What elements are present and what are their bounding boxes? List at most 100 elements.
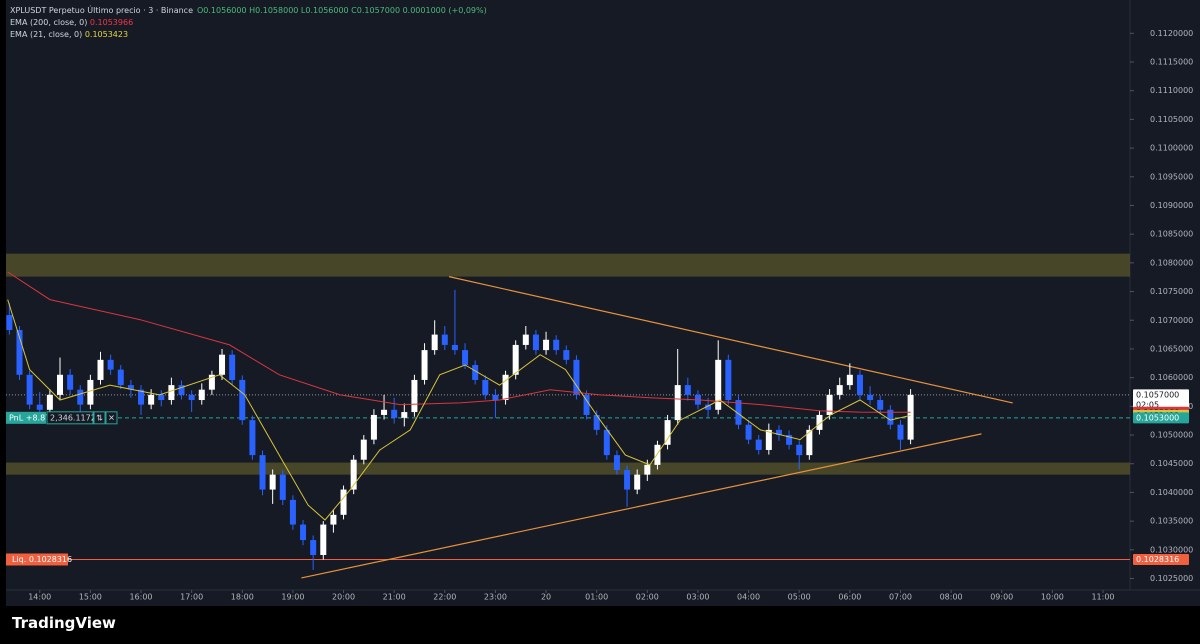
candle-body	[148, 394, 155, 405]
candle-body	[472, 365, 479, 380]
candle-body	[563, 350, 570, 360]
candle-body	[229, 354, 236, 380]
candle-body	[77, 389, 84, 405]
liquidation-tag-bg	[1133, 553, 1189, 565]
position-button[interactable]: ✕	[108, 413, 115, 422]
candle-body	[57, 374, 64, 395]
candle-body	[441, 334, 448, 345]
candle-body	[219, 354, 226, 375]
candle-body	[522, 334, 529, 345]
legend-row: EMA (200, close, 0) 0.1053966	[10, 17, 487, 29]
candle-body	[158, 394, 165, 401]
legend-row: XPLUSDT Perpetuo Último precio · 3 · Bin…	[10, 5, 487, 17]
y-tick-label: 0.1050000	[1150, 431, 1193, 440]
candle-body	[705, 404, 712, 410]
trendline	[301, 433, 982, 579]
candle-body	[360, 439, 367, 460]
candle-body	[6, 315, 13, 331]
candle-body	[613, 455, 620, 471]
pnl-bg	[6, 411, 46, 424]
candle-body	[624, 470, 631, 490]
candle-body	[765, 429, 772, 450]
candle-body	[178, 385, 185, 395]
legend-value: 0.1053423	[84, 30, 129, 39]
position-tag: 0.1053000	[1136, 413, 1179, 422]
layer: 0.1025000 0.1030000 0.1035000 0.1040000 0.10…	[6, 29, 1193, 602]
candle-body	[593, 414, 600, 430]
legend-row: EMA (21, close, 0) 0.1053423	[10, 29, 487, 41]
candle-body	[16, 330, 23, 375]
ohlc: O0.1056000 H0.1058000 L0.1056000 C0.1057…	[197, 6, 487, 15]
candle-body	[877, 400, 884, 410]
y-tick-label: 0.1090000	[1150, 201, 1193, 210]
y-tick-label: 0.1025000	[1150, 574, 1193, 583]
candle-body	[462, 350, 469, 366]
candle-body	[198, 389, 205, 401]
candle-body	[654, 444, 661, 465]
y-tick-label: 0.1040000	[1150, 488, 1193, 497]
candle-body	[482, 379, 489, 395]
candle-body	[674, 385, 681, 421]
position-button[interactable]: ⇅	[96, 413, 103, 422]
y-tick-label: 0.1095000	[1150, 172, 1193, 181]
candle-body	[684, 385, 691, 395]
candle-body	[391, 409, 398, 418]
x-tick-label: 11:00	[1091, 593, 1114, 602]
candle-body	[300, 524, 307, 541]
candle-body	[411, 379, 418, 413]
y-tick-label: 0.1045000	[1150, 459, 1193, 468]
legend: XPLUSDT Perpetuo Último precio · 3 · Bin…	[10, 5, 487, 41]
y-tick-label: 0.1100000	[1150, 144, 1193, 153]
candle-body	[796, 444, 803, 456]
x-tick-label: 03:00	[686, 593, 709, 602]
x-tick-label: 22:00	[433, 593, 456, 602]
candle-body	[168, 385, 175, 401]
candle-body	[259, 455, 266, 490]
candle-body	[401, 412, 408, 418]
candle-body	[117, 369, 124, 386]
candle-body	[370, 414, 377, 440]
position-button-bg[interactable]	[105, 411, 118, 425]
candle-body	[87, 379, 94, 405]
x-tick-label: 06:00	[838, 593, 861, 602]
countdown: 02:05	[1136, 400, 1159, 409]
y-tick-label: 0.1030000	[1150, 545, 1193, 554]
x-tick-label: 14:00	[28, 593, 51, 602]
candle-body	[856, 374, 863, 395]
y-tick-label: 0.1060000	[1150, 373, 1193, 382]
x-tick-label: 15:00	[79, 593, 102, 602]
x-tick-label: 05:00	[788, 593, 811, 602]
pnl: PnL +8.87	[9, 413, 50, 422]
candle-body	[725, 359, 732, 401]
y-tick-label: 0.1110000	[1150, 86, 1193, 95]
candle-body	[381, 409, 388, 415]
brand-name: TradingView	[12, 614, 116, 632]
candle-body	[431, 334, 438, 351]
candle-body	[846, 374, 853, 386]
position-button-bg[interactable]	[93, 411, 106, 425]
last-price-tag: 0.1057000	[1136, 390, 1179, 399]
candle-body	[867, 394, 874, 401]
x-tick-label: 02:00	[636, 593, 659, 602]
liquidation-label: Liq. 0.1028316	[12, 555, 72, 564]
candle-body	[421, 350, 428, 380]
candle-body	[330, 514, 337, 525]
ema-line	[7, 299, 911, 521]
candle-body	[745, 424, 752, 440]
candle-body	[188, 394, 195, 401]
candle-body	[138, 389, 145, 405]
position-tag-bg	[1133, 412, 1189, 424]
y-tick-label: 0.1085000	[1150, 230, 1193, 239]
y-tick-label: 0.1065000	[1150, 344, 1193, 353]
candle-body	[289, 499, 296, 525]
candle-body	[310, 540, 317, 555]
candle-body	[46, 394, 53, 410]
candle-body	[735, 400, 742, 425]
candle-body	[320, 524, 327, 555]
candle-body	[664, 420, 671, 445]
candle-body	[97, 359, 104, 380]
candle-body	[239, 379, 246, 421]
x-tick-label: 16:00	[129, 593, 152, 602]
